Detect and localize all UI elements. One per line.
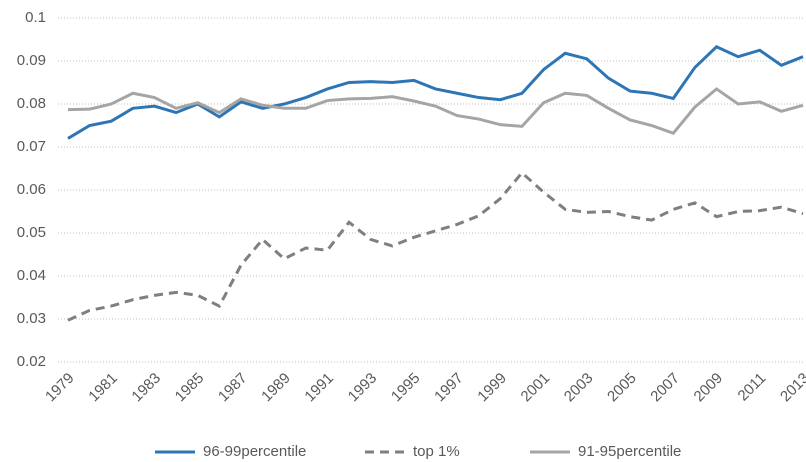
legend-label: 91-95percentile — [578, 443, 681, 460]
y-tick-label: 0.03 — [17, 310, 46, 327]
y-tick-label: 0.04 — [17, 267, 46, 284]
y-tick-label: 0.07 — [17, 138, 46, 155]
legend-label: 96-99percentile — [203, 443, 306, 460]
series-line — [67, 87, 804, 136]
y-tick-label: 0.1 — [25, 9, 46, 26]
x-tick-label: 2001 — [518, 370, 554, 406]
x-tick-label: 1999 — [474, 370, 510, 406]
x-tick-label: 1993 — [345, 370, 381, 406]
y-tick-label: 0.02 — [17, 353, 46, 370]
x-tick-label: 1991 — [301, 370, 337, 406]
series-line — [67, 170, 804, 322]
y-tick-label: 0.08 — [17, 95, 46, 112]
x-tick-label: 1995 — [388, 370, 424, 406]
y-tick-label: 0.09 — [17, 52, 46, 69]
x-tick-label: 2007 — [647, 370, 683, 406]
x-tick-label: 1987 — [215, 370, 251, 406]
x-tick-label: 1989 — [258, 370, 294, 406]
x-tick-label: 1983 — [128, 370, 164, 406]
x-tick-label: 1979 — [42, 370, 78, 406]
x-tick-label: 1997 — [431, 370, 467, 406]
x-tick-label: 2013 — [777, 370, 806, 406]
x-tick-label: 2003 — [561, 370, 597, 406]
legend-label: top 1% — [413, 443, 460, 460]
y-tick-label: 0.06 — [17, 181, 46, 198]
x-tick-label: 1985 — [172, 370, 208, 406]
series-line — [67, 45, 804, 140]
x-tick-label: 2011 — [735, 370, 770, 405]
x-tick-label: 2005 — [604, 370, 640, 406]
x-tick-label: 1981 — [85, 370, 121, 406]
x-tick-label: 2009 — [691, 370, 727, 406]
y-tick-label: 0.05 — [17, 224, 46, 241]
